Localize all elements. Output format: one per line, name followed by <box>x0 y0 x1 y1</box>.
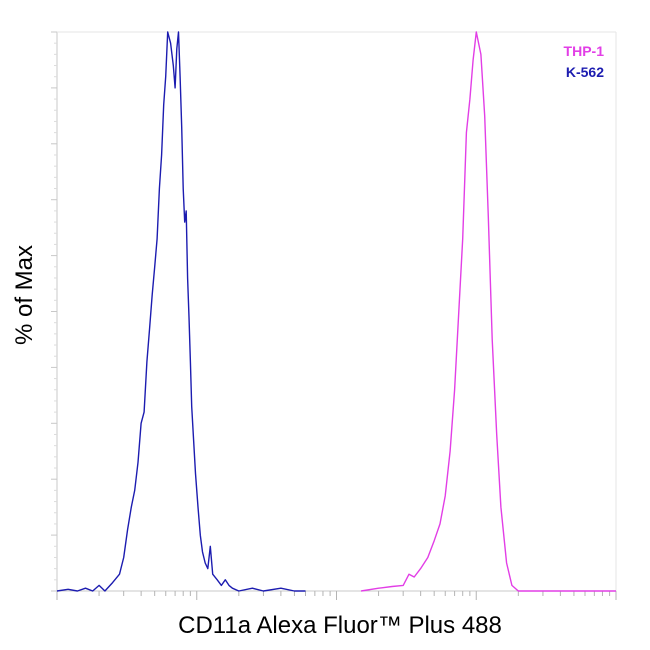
legend-entry-k-562: K-562 <box>566 64 604 80</box>
x-axis-label: CD11a Alexa Fluor™ Plus 488 <box>178 612 502 639</box>
legend-entry-thp-1: THP-1 <box>564 43 605 59</box>
series-layer <box>56 31 616 592</box>
legend: THP-1 K-562 <box>564 43 605 80</box>
axes <box>56 31 617 592</box>
series-line-k-562 <box>56 31 306 592</box>
y-axis-label: % of Max <box>11 245 38 345</box>
series-line-thp-1 <box>360 31 616 592</box>
axis-ticks <box>51 31 617 600</box>
